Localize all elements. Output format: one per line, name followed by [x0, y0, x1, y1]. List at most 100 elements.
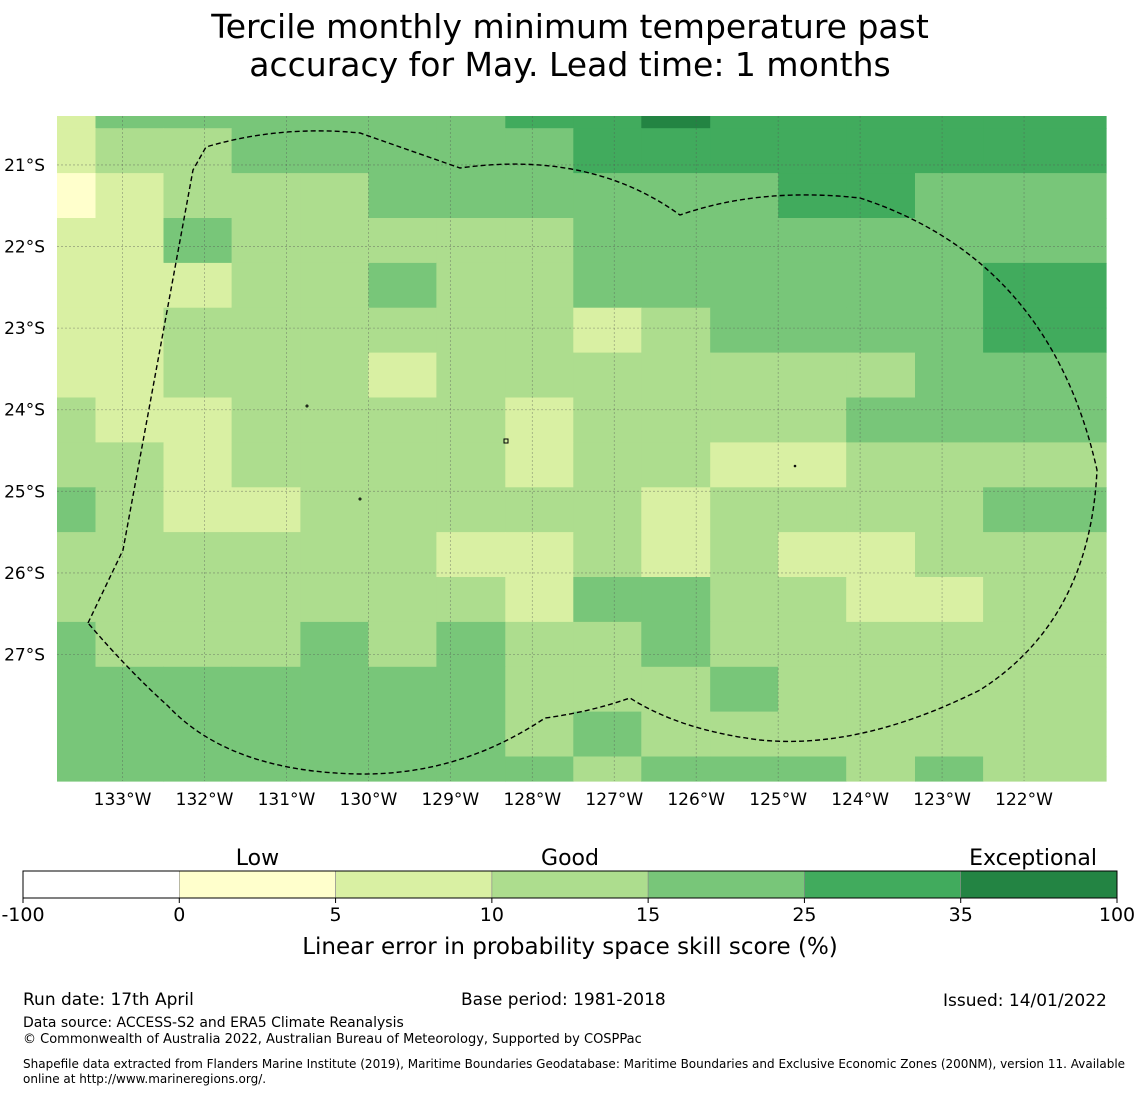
- skill-cell: [505, 577, 574, 623]
- skill-cell: [300, 173, 369, 219]
- skill-cell: [95, 218, 165, 264]
- skill-cell: [436, 532, 506, 578]
- skill-cell: [778, 307, 847, 354]
- skill-cell: [163, 307, 233, 354]
- skill-cell: [231, 442, 301, 488]
- skill-cell: [163, 621, 233, 668]
- skill-cell: [57, 173, 97, 219]
- skill-cell: [641, 621, 711, 668]
- skill-cell: [983, 128, 1107, 174]
- latitude-label: 26°S: [4, 564, 45, 584]
- skill-cell: [915, 577, 984, 623]
- skill-cell: [95, 352, 165, 399]
- skill-cell: [641, 352, 711, 399]
- skill-cell: [915, 756, 984, 782]
- skill-cell: [163, 173, 233, 219]
- colorbar-category-label: Exceptional: [969, 846, 1097, 871]
- skill-cell: [983, 666, 1107, 713]
- skill-cell: [573, 218, 642, 264]
- skill-cell: [300, 666, 369, 713]
- base-period: Base period: 1981-2018: [461, 990, 666, 1010]
- skill-cell: [915, 621, 984, 668]
- skill-cell: [300, 262, 369, 309]
- skill-cell: [163, 397, 233, 443]
- map-title: Tercile monthly minimum temperature past…: [0, 8, 1140, 84]
- skill-cell: [846, 116, 916, 129]
- skill-cell: [57, 577, 97, 623]
- skill-cell: [231, 352, 301, 399]
- skill-cell: [300, 128, 369, 174]
- skill-cell: [231, 621, 301, 668]
- skill-cell: [231, 262, 301, 309]
- skill-cell: [436, 621, 506, 668]
- skill-cell: [368, 262, 437, 309]
- skill-cell: [57, 128, 97, 174]
- skill-map: 133°W 132°W 131°W 130°W 129°W 128°W 127°W 126°W…: [4, 116, 1107, 810]
- skill-cell: [95, 621, 165, 668]
- skill-cell: [983, 442, 1107, 488]
- skill-cell: [505, 352, 574, 399]
- skill-cell: [573, 577, 642, 623]
- skill-cell: [778, 262, 847, 309]
- longitude-label: 129°W: [421, 790, 479, 810]
- colorbar-block: [804, 870, 962, 899]
- skill-cell: [57, 666, 97, 713]
- skill-cell: [436, 711, 506, 758]
- skill-cell: [573, 532, 642, 578]
- skill-cell: [57, 116, 97, 129]
- skill-cell: [778, 756, 847, 782]
- colorbar-block: [491, 870, 649, 899]
- title-line-2: accuracy for May. Lead time: 1 months: [249, 45, 891, 84]
- skill-cell: [231, 487, 301, 533]
- skill-cell: [778, 218, 847, 264]
- skill-cell: [163, 487, 233, 533]
- skill-cell: [573, 352, 642, 399]
- colorbar-ticks: -100 0 5 10 15 25 35 100: [1, 898, 1135, 926]
- skill-cell: [95, 442, 165, 488]
- skill-cell: [505, 621, 574, 668]
- skill-cell: [983, 756, 1107, 782]
- skill-cell: [436, 116, 506, 129]
- skill-cell: [983, 487, 1107, 533]
- skill-cell: [710, 218, 779, 264]
- skill-cell: [57, 218, 97, 264]
- skill-cell: [710, 397, 779, 443]
- skill-cell: [300, 621, 369, 668]
- colorbar-category-labels: Low Good Exceptional: [236, 846, 1097, 871]
- island: [358, 497, 362, 501]
- longitude-label: 126°W: [667, 790, 725, 810]
- skill-cell: [436, 577, 506, 623]
- skill-cell: [95, 262, 165, 309]
- skill-cell: [163, 352, 233, 399]
- skill-cell: [231, 666, 301, 713]
- skill-cell: [163, 116, 233, 129]
- skill-cell: [573, 128, 642, 174]
- skill-cell: [95, 397, 165, 443]
- skill-cell: [95, 711, 165, 758]
- skill-cell: [846, 173, 916, 219]
- skill-cell: [231, 577, 301, 623]
- skill-cell: [641, 711, 711, 758]
- skill-cell: [573, 307, 642, 354]
- skill-cell: [57, 756, 97, 782]
- skill-cell: [231, 173, 301, 219]
- title-line-1: Tercile monthly minimum temperature past: [211, 7, 929, 46]
- skill-cell: [505, 756, 574, 782]
- skill-cell: [368, 621, 437, 668]
- skill-cell: [505, 532, 574, 578]
- eez-boundary: [87, 130, 1098, 775]
- latitude-label: 23°S: [4, 319, 45, 339]
- skill-cell: [846, 756, 916, 782]
- skill-cell: [573, 262, 642, 309]
- colorbar-tick-label: 15: [636, 904, 660, 926]
- skill-cell: [915, 173, 984, 219]
- colorbar-outline: [22, 870, 1118, 899]
- skill-cell: [846, 666, 916, 713]
- skill-cell: [436, 352, 506, 399]
- skill-cell: [368, 711, 437, 758]
- latitude-labels: 21°S 22°S 23°S 24°S 25°S 26°S 27°S: [4, 156, 45, 666]
- latitude-label: 22°S: [4, 238, 45, 258]
- skill-cell: [846, 397, 916, 443]
- skill-cell: [641, 532, 711, 578]
- skill-cell: [573, 442, 642, 488]
